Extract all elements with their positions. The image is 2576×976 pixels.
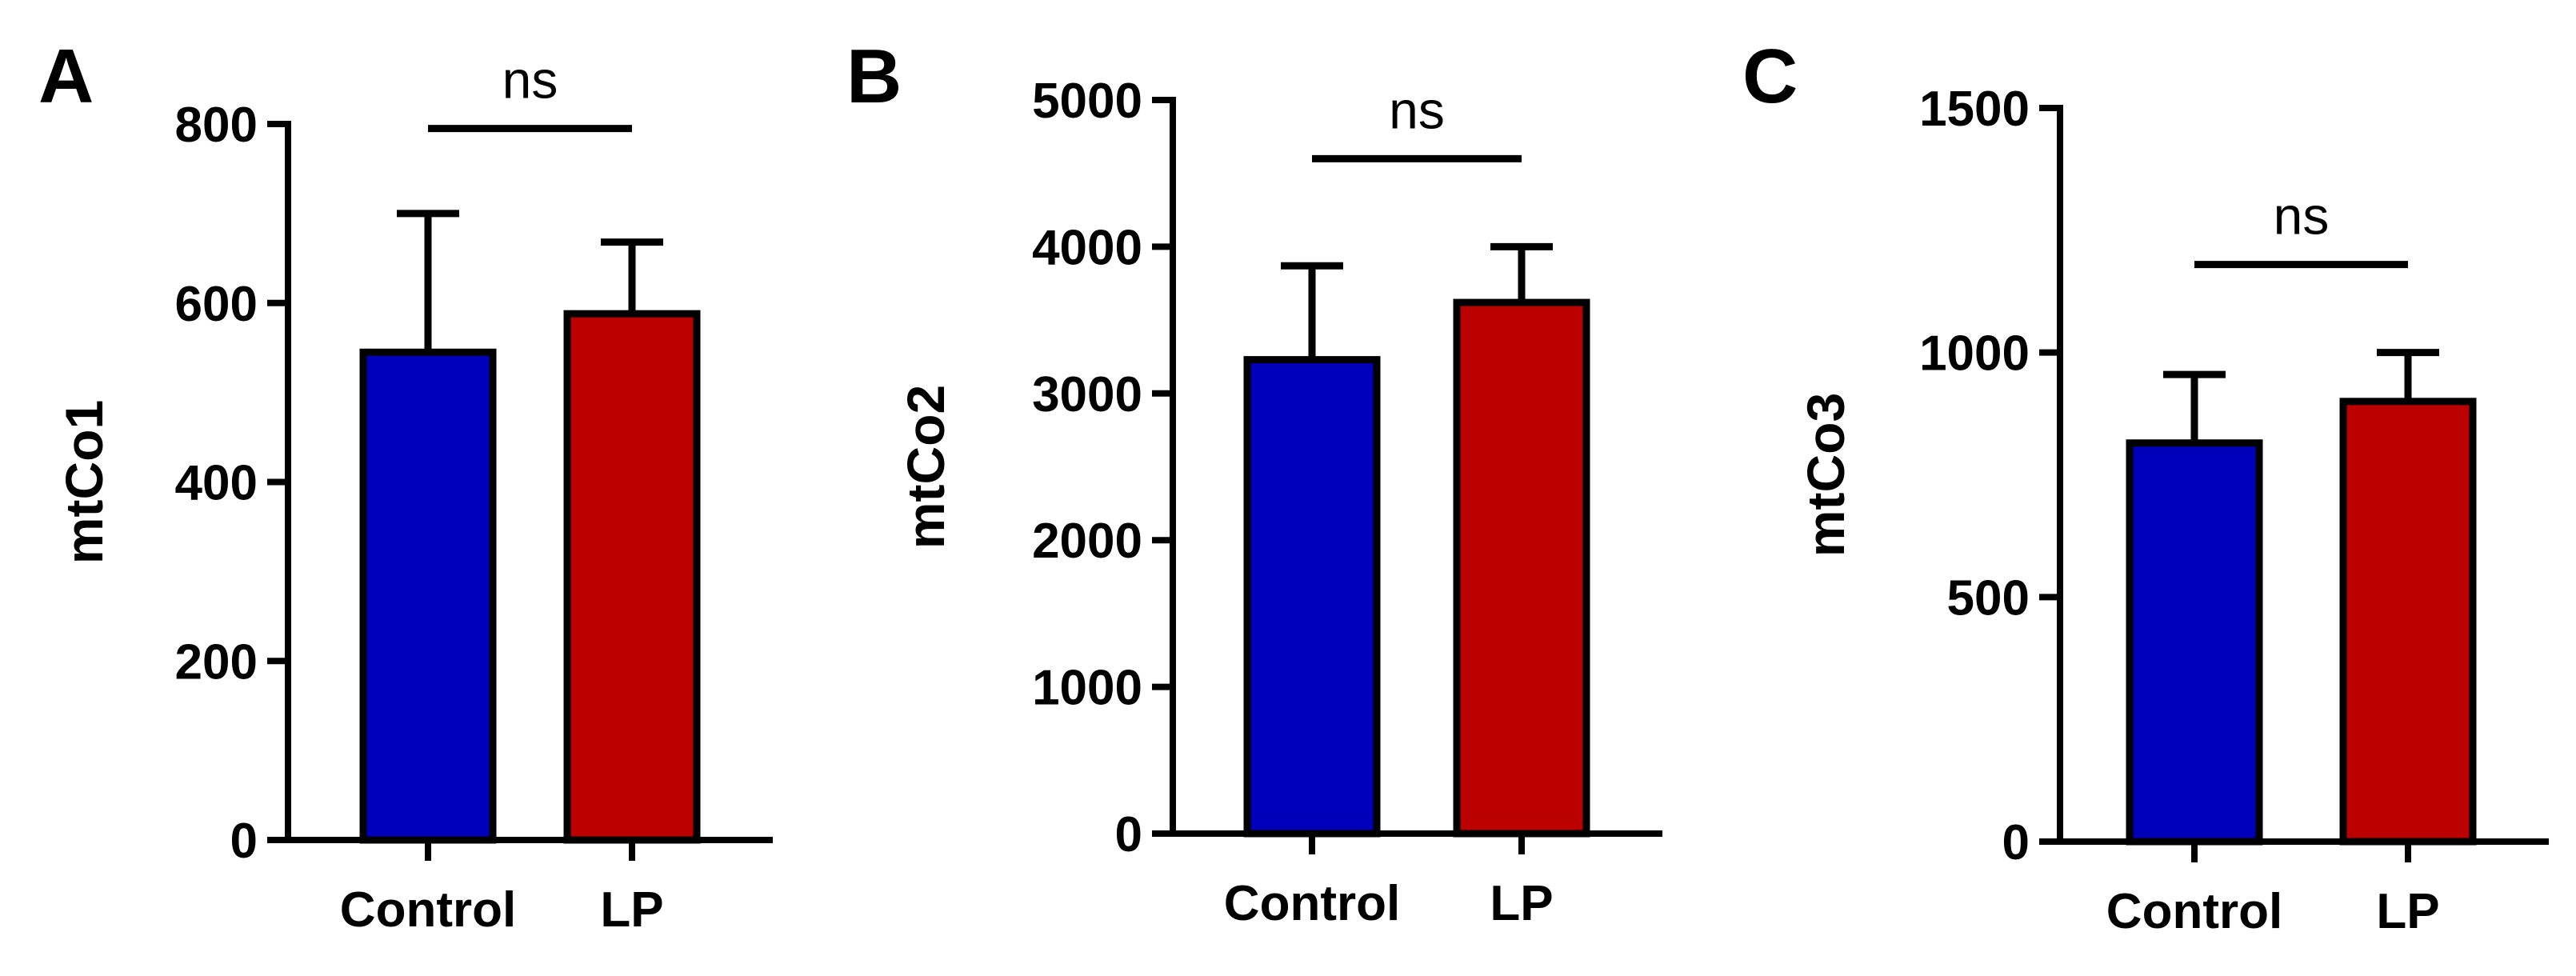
panel-c-ytick-label-0: 0	[2002, 815, 2030, 870]
panel-a-ytick-label-0: 0	[230, 814, 258, 869]
panel-a-xtick-label-lp: LP	[600, 882, 663, 938]
panel-c-sig-label: ns	[2274, 186, 2330, 246]
panel-a-letter: A	[38, 34, 94, 119]
panel-b-ytick-label-2: 2000	[1032, 514, 1142, 569]
panel-a-bar-lp	[563, 310, 701, 844]
panel-b-xtick-label-lp: LP	[1490, 876, 1553, 931]
panel-c-ytick-label-2: 1000	[1919, 326, 2030, 382]
panel-a-ytick-label-4: 800	[175, 98, 258, 153]
panel-c-ytick-label-3: 1500	[1919, 82, 2030, 137]
panel-b-ytick-label-4: 4000	[1032, 220, 1142, 275]
panel-b-sig-label: ns	[1389, 80, 1445, 139]
panel-c-bar-control	[2126, 439, 2263, 846]
panel-b-bar-control	[1243, 356, 1381, 838]
panel-b-xtick-label-control: Control	[1224, 876, 1400, 931]
panel-a-ytick-label-3: 600	[175, 277, 258, 332]
panel-c-letter: C	[1742, 34, 1798, 119]
panel-a-ytick-label-2: 400	[175, 456, 258, 511]
panel-b-ylabel: mtCo2	[896, 385, 955, 549]
panel-a-bar-control	[359, 348, 497, 844]
panel-c-xtick-label-control: Control	[2106, 884, 2282, 939]
panel-c-bar-lp	[2339, 398, 2477, 846]
panel-c-ytick-label-1: 500	[1947, 570, 2030, 626]
panel-b-ytick-label-3: 3000	[1032, 367, 1142, 422]
panel-a-ytick-label-1: 200	[175, 634, 258, 690]
panel-c-xtick-label-lp: LP	[2376, 884, 2439, 939]
panel-b-ytick-label-0: 0	[1115, 807, 1142, 862]
panel-b-bar-lp	[1453, 298, 1590, 838]
panel-a-sig-label: ns	[502, 50, 558, 110]
panel-b-ytick-label-5: 5000	[1032, 74, 1142, 129]
panel-a-ylabel: mtCo1	[54, 400, 114, 564]
panel-b-letter: B	[846, 34, 902, 119]
panel-b-ytick-label-1: 1000	[1032, 661, 1142, 716]
panel-c-ylabel: mtCo3	[1796, 393, 1855, 557]
panel-a-xtick-label-control: Control	[340, 882, 516, 938]
